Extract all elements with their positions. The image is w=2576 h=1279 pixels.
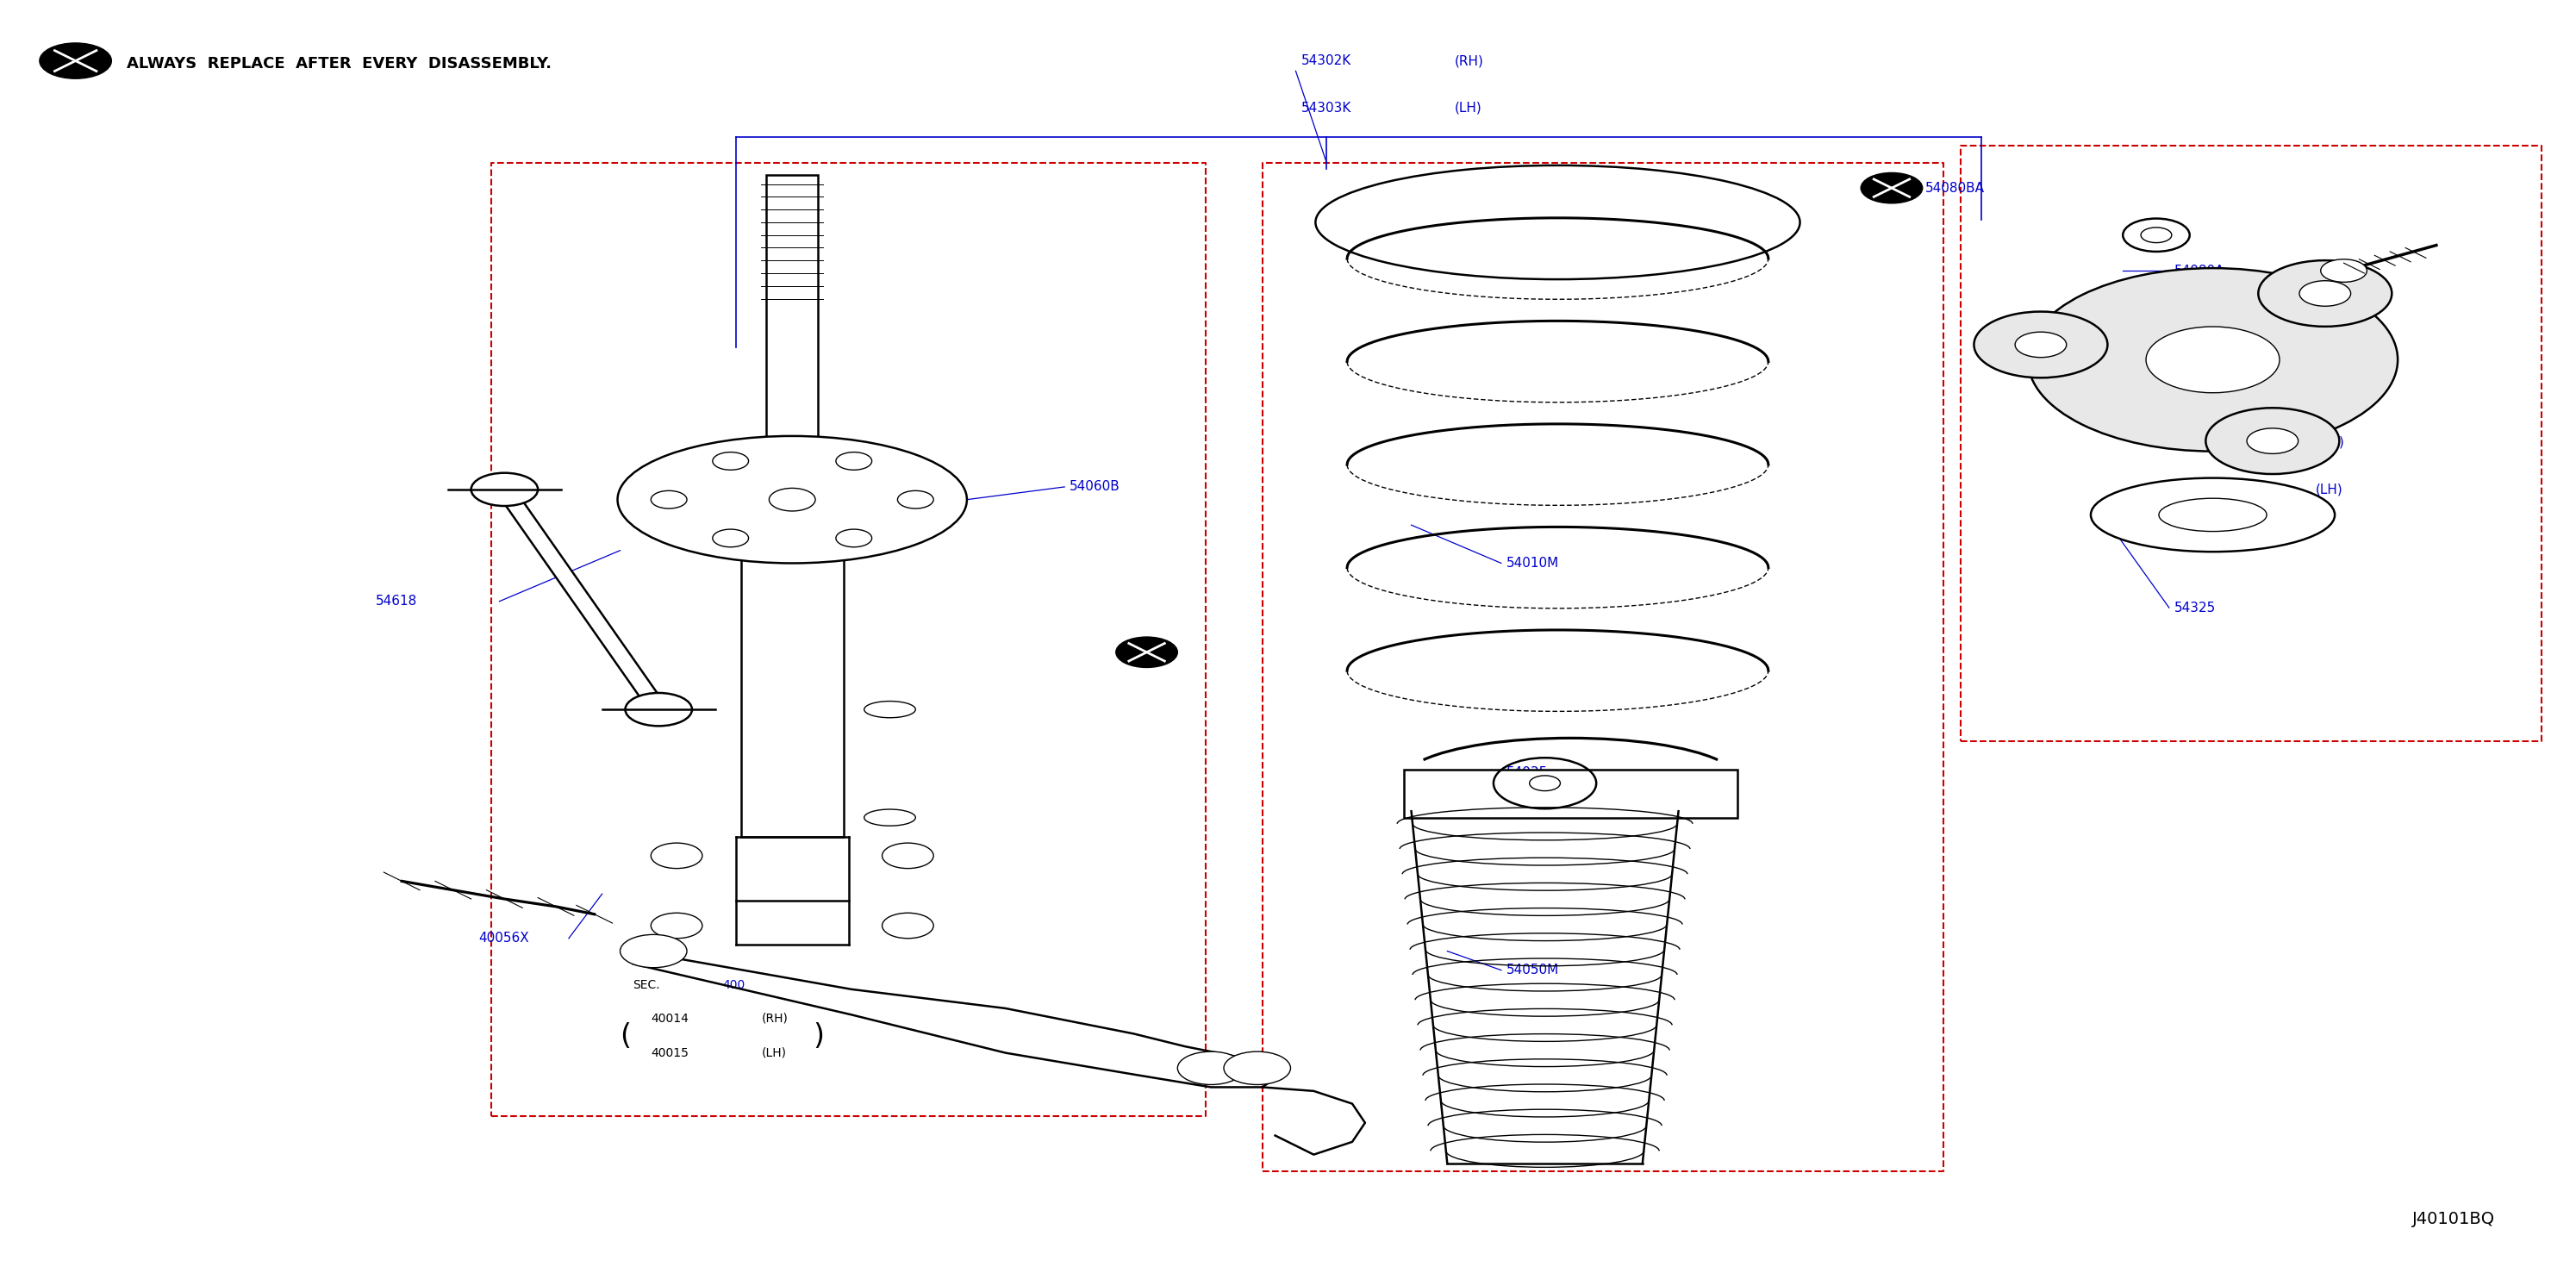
Text: 54035: 54035 [1507,766,1548,779]
Text: 40015: 40015 [652,1046,688,1059]
Text: (LH): (LH) [2316,483,2344,496]
Circle shape [714,530,750,547]
Ellipse shape [618,436,966,563]
Text: (LH): (LH) [762,1046,786,1059]
Text: (RH): (RH) [2316,436,2344,449]
Circle shape [835,530,871,547]
Text: 54325: 54325 [2174,601,2215,614]
Circle shape [652,913,703,939]
Text: 400: 400 [724,980,744,991]
Circle shape [471,473,538,506]
Text: 54618: 54618 [376,595,417,608]
Text: 54080BA: 54080BA [1924,182,1984,194]
Circle shape [770,489,817,512]
Text: (RH): (RH) [762,1013,788,1024]
Text: 54050M: 54050M [1507,963,1558,977]
Circle shape [2246,428,2298,454]
Text: 54302K: 54302K [1301,55,1350,68]
Circle shape [2123,219,2190,252]
Ellipse shape [2159,499,2267,531]
Text: 54320+A: 54320+A [2174,483,2236,496]
Circle shape [2205,408,2339,475]
Circle shape [652,491,688,509]
Circle shape [2300,280,2352,306]
Text: (RH): (RH) [1455,55,1484,68]
Circle shape [2321,260,2367,283]
Text: (: ( [621,1022,631,1050]
Circle shape [2027,269,2398,451]
Text: 40014: 40014 [652,1013,688,1024]
Circle shape [39,43,111,78]
Ellipse shape [863,701,914,718]
Text: 54303K: 54303K [1301,101,1352,114]
Circle shape [2014,333,2066,357]
Polygon shape [500,482,665,716]
Circle shape [2141,228,2172,243]
Bar [1404,769,1739,817]
Text: 54320: 54320 [2174,436,2215,449]
Circle shape [1973,312,2107,377]
Text: 54080B: 54080B [1121,646,1172,659]
Text: 40056X: 40056X [479,932,531,945]
Circle shape [881,913,933,939]
Text: SEC.: SEC. [634,980,659,991]
Circle shape [621,935,688,968]
Circle shape [1860,173,1922,203]
Circle shape [652,843,703,868]
Circle shape [2146,326,2280,393]
Circle shape [835,453,871,469]
Circle shape [1177,1051,1244,1085]
Bar [768,175,819,481]
Text: J40101BQ: J40101BQ [2414,1211,2496,1227]
Circle shape [896,491,933,509]
Text: (LH): (LH) [1455,101,1481,114]
Circle shape [1224,1051,1291,1085]
Text: ALWAYS  REPLACE  AFTER  EVERY  DISASSEMBLY.: ALWAYS REPLACE AFTER EVERY DISASSEMBLY. [126,55,551,72]
Text: 54060B: 54060B [1069,481,1121,494]
Circle shape [2259,261,2393,326]
Circle shape [1115,637,1177,668]
Circle shape [714,453,750,469]
Ellipse shape [2092,478,2334,551]
Text: 54010M: 54010M [1507,556,1558,569]
Text: 54080A: 54080A [2174,265,2226,278]
Circle shape [626,693,693,726]
Bar [742,481,842,836]
Text: ): ) [814,1022,824,1050]
Ellipse shape [863,810,914,826]
Circle shape [881,843,933,868]
